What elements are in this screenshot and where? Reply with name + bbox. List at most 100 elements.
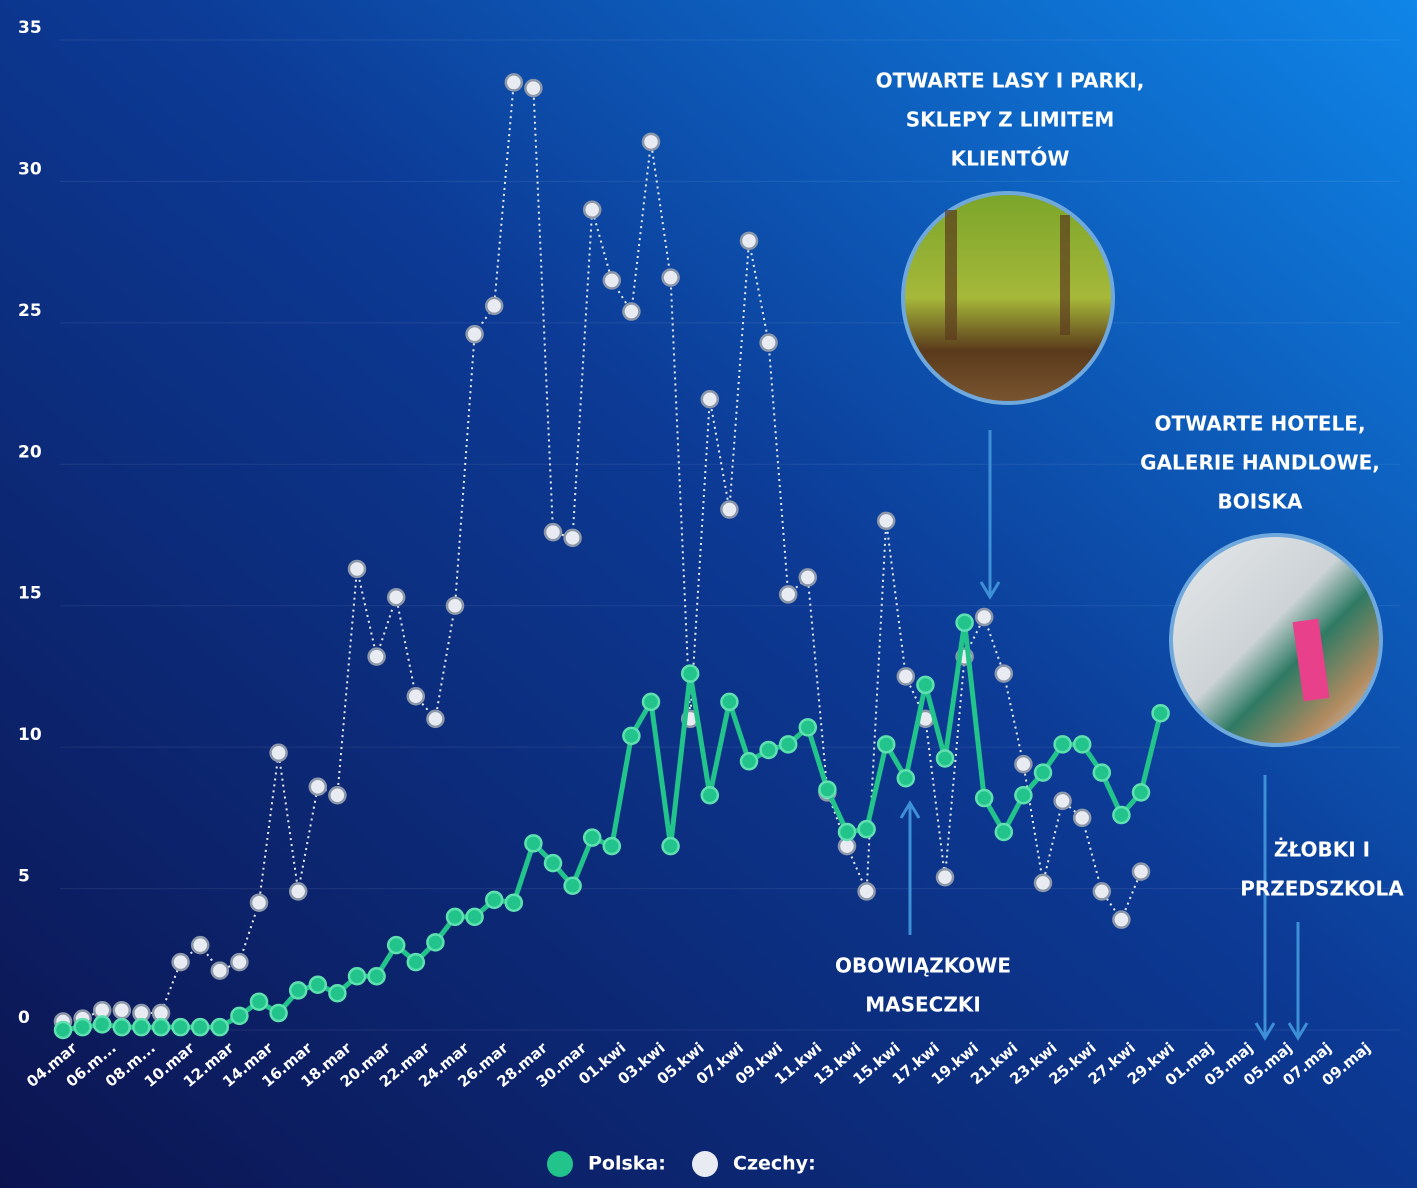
point [720,500,739,519]
y-tick-label: 0 [18,1008,30,1028]
point [935,749,955,768]
y-tick-label: 5 [18,867,30,887]
point [1092,882,1112,901]
annotation: OTWARTE LASY I PARKI, [876,69,1145,93]
point [249,992,269,1011]
point [288,981,308,1000]
point [1131,862,1151,881]
point [190,935,210,955]
point [1072,735,1092,754]
point [778,735,798,754]
point [582,200,602,219]
point [288,882,308,901]
point [759,740,778,760]
point [602,836,622,856]
point [955,613,974,632]
point [935,868,955,887]
point [445,596,465,615]
tree [1060,215,1070,335]
arrow-head [979,581,1001,600]
point [269,743,288,763]
point [798,568,818,587]
point [308,975,328,994]
point [504,893,524,912]
point [269,1003,288,1023]
point [739,231,759,251]
point [622,726,641,746]
bag [1292,618,1330,702]
point [798,718,818,737]
point [386,587,406,607]
point [1092,763,1112,782]
point [1112,910,1131,929]
arrow-head [1254,1022,1276,1041]
y-tick-label: 20 [18,442,42,462]
point [504,73,524,92]
point [190,1017,210,1037]
point [661,268,680,287]
point [249,893,269,912]
point [328,785,347,805]
point [602,271,622,290]
point [524,834,543,853]
point [739,752,759,771]
legend-label: Czechy: [733,1153,816,1175]
point [151,1017,171,1037]
point [974,607,994,627]
point [210,961,230,980]
forest-image [901,191,1115,405]
point [857,882,876,901]
arrows [899,430,1309,1041]
y-tick-label: 10 [18,725,42,745]
y-tick-label: 35 [18,18,42,38]
point [367,647,386,666]
point [896,667,916,686]
arrow-head [899,800,921,819]
point [1151,703,1170,723]
point [1072,808,1092,828]
point [543,853,563,873]
point [1053,791,1072,811]
point [1053,735,1072,754]
annotation: OBOWIĄZKOWE [835,954,1011,978]
point [974,788,994,808]
point [641,132,661,152]
point [582,828,602,847]
point [230,1006,249,1026]
point [171,952,190,972]
point [328,983,347,1003]
point [857,819,876,839]
point [524,78,543,98]
arrow-head [1287,1022,1309,1041]
point [445,907,465,927]
point [386,935,406,955]
annotation: OTWARTE HOTELE, [1154,412,1365,436]
point [484,890,504,910]
point [720,692,739,712]
point [916,675,935,695]
point [53,1020,73,1040]
y-tick-label: 15 [18,584,42,604]
point [230,952,249,972]
annotation: GALERIE HANDLOWE, [1140,451,1380,475]
point [406,952,426,972]
point [759,333,778,352]
series [53,613,1170,1040]
point [347,559,367,579]
point [818,780,837,799]
point [876,735,896,754]
point [132,1017,151,1037]
legend-label: Polska: [588,1153,666,1175]
point [563,528,582,548]
point [426,709,445,729]
legend-marker [692,1151,718,1177]
tree [945,210,957,340]
y-tick-label: 25 [18,301,42,321]
point [1112,805,1131,825]
point [73,1017,92,1037]
point [347,967,367,986]
annotation: BOISKA [1217,490,1303,514]
series [53,73,1151,1031]
